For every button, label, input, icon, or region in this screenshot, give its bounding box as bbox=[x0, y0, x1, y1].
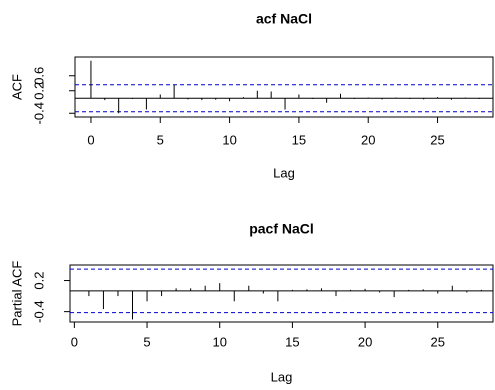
x-tick-label: 5 bbox=[143, 334, 150, 349]
y-tick-label: -0.4 bbox=[31, 102, 46, 124]
x-tick-label: 25 bbox=[431, 334, 445, 349]
y-tick-label: 0.2 bbox=[31, 272, 46, 290]
x-axis-label: Lag bbox=[271, 369, 293, 384]
x-tick-label: 25 bbox=[430, 132, 444, 147]
x-tick-label: 20 bbox=[358, 334, 372, 349]
y-axis-label: Partial ACF bbox=[9, 261, 24, 327]
x-axis-label: Lag bbox=[273, 165, 295, 180]
chart-title: pacf NaCl bbox=[249, 221, 314, 237]
x-tick-label: 20 bbox=[361, 132, 375, 147]
x-tick-label: 10 bbox=[222, 132, 236, 147]
y-tick-label: 0.2 bbox=[31, 82, 46, 100]
x-tick-label: 15 bbox=[292, 132, 306, 147]
x-tick-label: 5 bbox=[157, 132, 164, 147]
y-tick-label: -0.4 bbox=[31, 300, 46, 322]
x-tick-label: 15 bbox=[285, 334, 299, 349]
chart-title: acf NaCl bbox=[256, 11, 312, 27]
plot-frame bbox=[74, 56, 494, 118]
x-tick-label: 0 bbox=[87, 132, 94, 147]
x-tick-label: 10 bbox=[212, 334, 226, 349]
plot-frame bbox=[69, 264, 494, 323]
y-tick-label: 0.6 bbox=[31, 67, 46, 85]
x-tick-label: 0 bbox=[71, 334, 78, 349]
y-axis-label: ACF bbox=[9, 74, 24, 100]
